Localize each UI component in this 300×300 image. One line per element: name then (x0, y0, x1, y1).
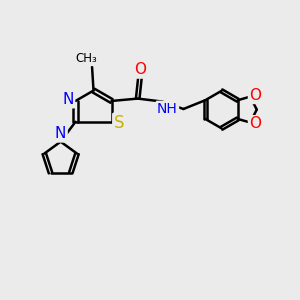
Text: CH₃: CH₃ (76, 52, 98, 65)
Text: O: O (249, 88, 261, 103)
Text: O: O (134, 62, 146, 77)
Text: N: N (62, 92, 74, 107)
Text: NH: NH (157, 102, 178, 116)
Text: N: N (55, 126, 66, 141)
Text: O: O (249, 116, 261, 131)
Text: S: S (114, 114, 124, 132)
